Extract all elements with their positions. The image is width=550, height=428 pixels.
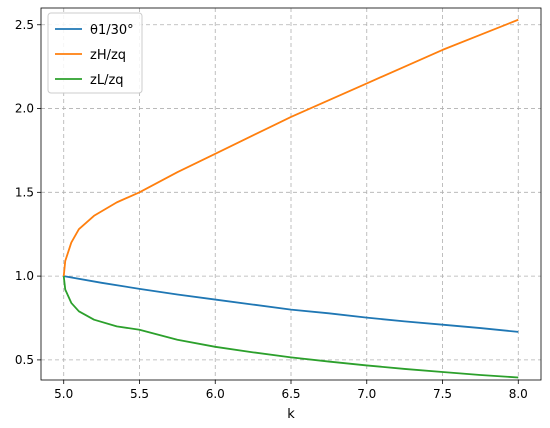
legend-label: θ1/30° <box>90 23 134 38</box>
x-tick-label: 7.0 <box>357 387 376 401</box>
y-tick-label: 2.0 <box>15 102 34 116</box>
x-tick-label: 7.5 <box>433 387 452 401</box>
x-tick-label: 6.0 <box>206 387 225 401</box>
x-tick-label: 5.5 <box>130 387 149 401</box>
series-group <box>62 18 519 379</box>
series-line-3 <box>62 276 519 379</box>
x-tick-label: 5.0 <box>54 387 73 401</box>
x-axis-label: k <box>287 407 295 422</box>
y-tick-label: 1.0 <box>15 269 34 283</box>
legend-box <box>47 12 143 94</box>
y-axis-ticks: 0.5 1.0 1.5 2.0 2.5 <box>15 18 41 367</box>
legend: θ1/30° zH/zq zL/zq <box>47 12 143 94</box>
legend-label: zH/zq <box>90 48 126 63</box>
y-tick-label: 1.5 <box>15 185 34 199</box>
x-axis-ticks: 5.0 5.5 6.0 6.5 7.0 7.5 8.0 <box>54 380 528 401</box>
y-tick-label: 2.5 <box>15 18 34 32</box>
x-tick-label: 8.0 <box>509 387 528 401</box>
series-line-1 <box>63 275 519 333</box>
legend-label: zL/zq <box>90 73 124 88</box>
y-tick-label: 0.5 <box>15 353 34 367</box>
series-line-2 <box>62 18 519 277</box>
x-tick-label: 6.5 <box>281 387 300 401</box>
